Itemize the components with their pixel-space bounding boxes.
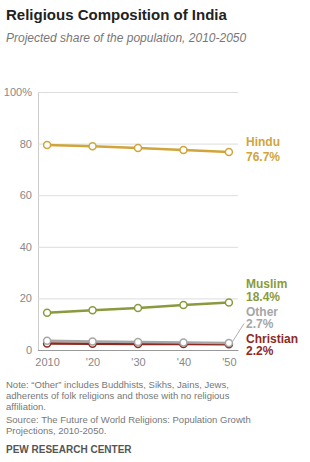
- marker: [225, 340, 232, 347]
- marker: [180, 302, 187, 309]
- note: adherents of folk religions and those wi…: [6, 390, 230, 401]
- data-label: 18.4%: [246, 290, 280, 304]
- y-tick-label: 60: [20, 189, 32, 201]
- note: Note: “Other” includes Buddhists, Sikhs,…: [6, 379, 229, 390]
- grid-line: [38, 195, 238, 196]
- y-tick: 100%: [4, 86, 238, 98]
- plot: 0 20 40 60 80 100% 2010 '20 '30 '40 '50 Hindu76.7% M…: [4, 86, 298, 368]
- y-tick-label: 100%: [4, 86, 32, 98]
- grid-line: [38, 92, 238, 93]
- y-tick-label: 0: [26, 344, 32, 356]
- series-group: [44, 141, 233, 347]
- marker: [135, 144, 142, 151]
- series-line: [47, 145, 229, 152]
- x-tick: '50: [222, 350, 236, 368]
- grid-line: [38, 298, 238, 299]
- marker: [135, 339, 142, 346]
- source: Source: The Future of World Religions: P…: [6, 414, 251, 425]
- x-tick-label: '20: [86, 356, 100, 368]
- marker: [89, 143, 96, 150]
- marker: [44, 337, 51, 344]
- marker: [44, 309, 51, 316]
- marker: [135, 304, 142, 311]
- x-axis-line: [39, 350, 239, 351]
- y-tick-label: 20: [20, 292, 32, 304]
- y-tick-label: 40: [20, 241, 32, 253]
- x-tick: 2010: [35, 350, 59, 368]
- marker: [225, 149, 232, 156]
- y-tick: 0: [26, 344, 238, 356]
- x-tick-label: '30: [131, 356, 145, 368]
- x-tick: '20: [86, 350, 100, 368]
- y-tick: 40: [20, 241, 238, 253]
- source: Projections, 2010-2050.: [6, 425, 106, 436]
- marker: [180, 339, 187, 346]
- data-label: 2.7%: [246, 317, 274, 331]
- y-axis-line: [39, 93, 239, 351]
- chart: Religious Composition of India Projected …: [0, 0, 310, 462]
- leader-line: [233, 324, 244, 342]
- note: affiliation.: [6, 401, 46, 412]
- y-axis: 0 20 40 60 80 100%: [4, 86, 238, 356]
- x-tick: '30: [131, 350, 145, 368]
- series-line: [47, 303, 229, 313]
- credit: PEW RESEARCH CENTER: [6, 444, 132, 455]
- marker: [89, 338, 96, 345]
- grid-line: [38, 350, 238, 351]
- subtitle: Projected share of the population, 2010-…: [6, 31, 247, 45]
- marker: [89, 307, 96, 314]
- x-axis: 2010 '20 '30 '40 '50: [35, 350, 238, 368]
- grid-line: [38, 247, 238, 248]
- data-label: 76.7%: [246, 150, 280, 164]
- data-label: 2.2%: [246, 344, 274, 358]
- marker: [44, 141, 51, 148]
- series-label: Muslim: [246, 277, 287, 291]
- y-tick-label: 80: [20, 138, 32, 150]
- series-label: Hindu: [246, 135, 280, 149]
- x-tick-label: 2010: [35, 356, 59, 368]
- marker: [180, 147, 187, 154]
- title: Religious Composition of India: [6, 6, 227, 23]
- y-tick: 60: [20, 189, 238, 201]
- marker: [225, 299, 232, 306]
- x-tick-label: '50: [222, 356, 236, 368]
- x-tick-label: '40: [177, 356, 191, 368]
- x-tick: '40: [177, 350, 191, 368]
